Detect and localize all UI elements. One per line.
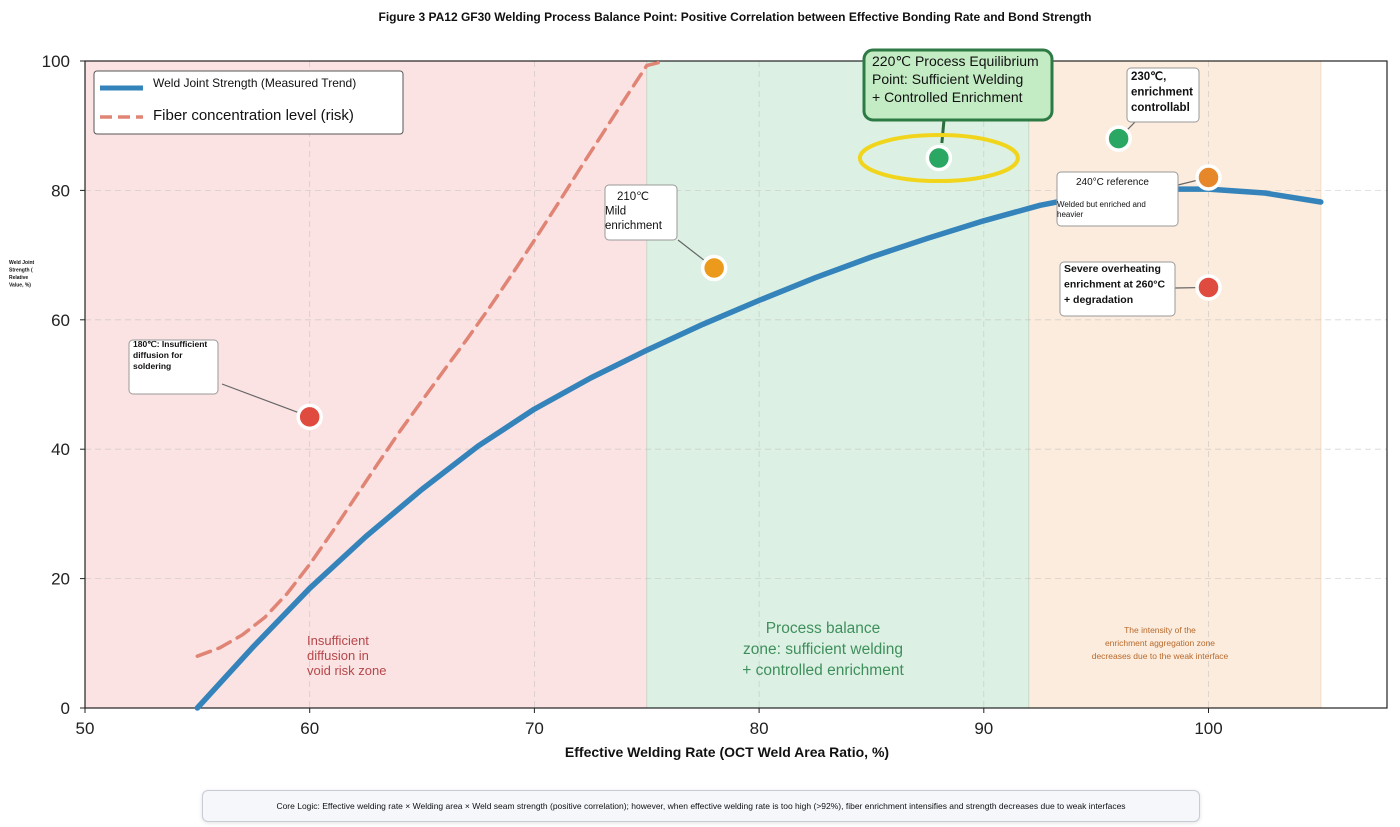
y-tick-label: 20 bbox=[51, 570, 70, 589]
y-tick-label: 0 bbox=[61, 699, 70, 718]
y-axis-label: Weld Joint Strength (Relative Value, %) bbox=[9, 260, 35, 289]
footer-note-box: Core Logic: Effective welding rate × Wel… bbox=[202, 790, 1200, 822]
callout-text: diffusion for bbox=[133, 350, 183, 360]
legend: Weld Joint Strength (Measured Trend) Fibe… bbox=[93, 70, 404, 135]
callout-text: 180℃: Insufficient bbox=[133, 339, 207, 349]
data-point bbox=[1195, 164, 1222, 191]
zone-label-balance: + controlled enrichment bbox=[742, 662, 904, 679]
x-tick-label: 70 bbox=[525, 719, 544, 738]
zone-label-balance: zone: sufficient welding bbox=[743, 641, 903, 658]
y-axis-label-line: Relative bbox=[9, 275, 28, 281]
zone-label-insufficient: Insufficient bbox=[307, 633, 369, 648]
x-tick-label: 60 bbox=[300, 719, 319, 738]
y-axis-label-line: Value, %) bbox=[9, 283, 31, 289]
zone-label-enrichment: enrichment aggregation zone bbox=[1105, 638, 1215, 648]
callout-text: 240°C reference bbox=[1076, 177, 1149, 188]
callout-box bbox=[1059, 261, 1176, 317]
x-axis-label: Effective Welding Rate (OCT Weld Area Ra… bbox=[565, 744, 889, 760]
callout-text: Severe overheating bbox=[1064, 263, 1161, 275]
callout-text: soldering bbox=[133, 361, 171, 371]
x-tick-label: 80 bbox=[750, 719, 769, 738]
zones bbox=[85, 61, 1322, 708]
zone-enrichment bbox=[1028, 61, 1321, 708]
data-point bbox=[1195, 274, 1222, 301]
zone-label-insufficient: void risk zone bbox=[307, 663, 386, 678]
y-tick-label: 60 bbox=[51, 311, 70, 330]
data-point bbox=[700, 254, 728, 282]
data-point bbox=[925, 144, 953, 172]
callout-text: + degradation bbox=[1064, 294, 1133, 306]
zone-label-balance: Process balance bbox=[766, 620, 881, 637]
x-tick-label: 50 bbox=[76, 719, 95, 738]
callout-text: heavier bbox=[1057, 210, 1084, 219]
callout-text: 210℃ bbox=[617, 191, 649, 203]
callout-text: + Controlled Enrichment bbox=[872, 89, 1023, 105]
footer-note: Core Logic: Effective welding rate × Wel… bbox=[276, 801, 1126, 811]
data-point bbox=[1105, 125, 1132, 152]
y-axis-label-line: Weld Joint bbox=[9, 260, 35, 266]
callout-text: controllabl bbox=[1131, 102, 1190, 114]
highlight-ellipse bbox=[857, 133, 1020, 184]
callout-box bbox=[128, 339, 219, 395]
zone-label-insufficient: diffusion in bbox=[307, 648, 369, 663]
zone-balance bbox=[646, 61, 1029, 708]
callout-text: enrichment at 260°C bbox=[1064, 279, 1165, 291]
zone-label-enrichment: decreases due to the weak interface bbox=[1092, 651, 1229, 661]
data-point bbox=[296, 403, 323, 431]
callout-text: 220℃ Process Equilibrium bbox=[872, 53, 1039, 69]
callout-box bbox=[1126, 67, 1200, 123]
zone-label-enrichment: The intensity of the bbox=[1124, 625, 1196, 635]
callout-text: Point: Sufficient Welding bbox=[872, 71, 1023, 87]
y-tick-label: 100 bbox=[42, 52, 70, 71]
points-layer bbox=[296, 125, 1222, 431]
legend-label-strength: Weld Joint Strength (Measured Trend) bbox=[153, 76, 356, 90]
callout-box bbox=[604, 184, 678, 241]
plot-frame bbox=[84, 60, 1388, 709]
y-tick-label: 40 bbox=[51, 440, 70, 459]
y-axis-label-line: Strength ( bbox=[9, 268, 33, 274]
ticks: 50 60 70 80 90 100 0 20 40 60 80 100 bbox=[42, 52, 1223, 738]
callout-text: enrichment bbox=[1131, 87, 1193, 99]
x-tick-label: 90 bbox=[974, 719, 993, 738]
x-tick-label: 100 bbox=[1194, 719, 1222, 738]
callout-connector bbox=[940, 119, 946, 144]
y-tick-label: 80 bbox=[51, 181, 70, 200]
callout-box bbox=[1056, 171, 1179, 227]
callout-text: enrichment bbox=[605, 220, 663, 232]
callout-box-equilibrium bbox=[862, 48, 1054, 122]
legend-box bbox=[93, 70, 404, 135]
callout-connector bbox=[221, 383, 310, 418]
callout-text: Welded but enriched and bbox=[1057, 200, 1146, 209]
legend-label-fiber: Fiber concentration level (risk) bbox=[153, 107, 354, 124]
callout-text: Mild bbox=[605, 206, 626, 218]
callout-text: 230℃, bbox=[1131, 70, 1166, 83]
chart-title: Figure 3 PA12 GF30 Welding Process Balan… bbox=[378, 10, 1091, 24]
fiber-risk-series-line bbox=[195, 59, 667, 658]
